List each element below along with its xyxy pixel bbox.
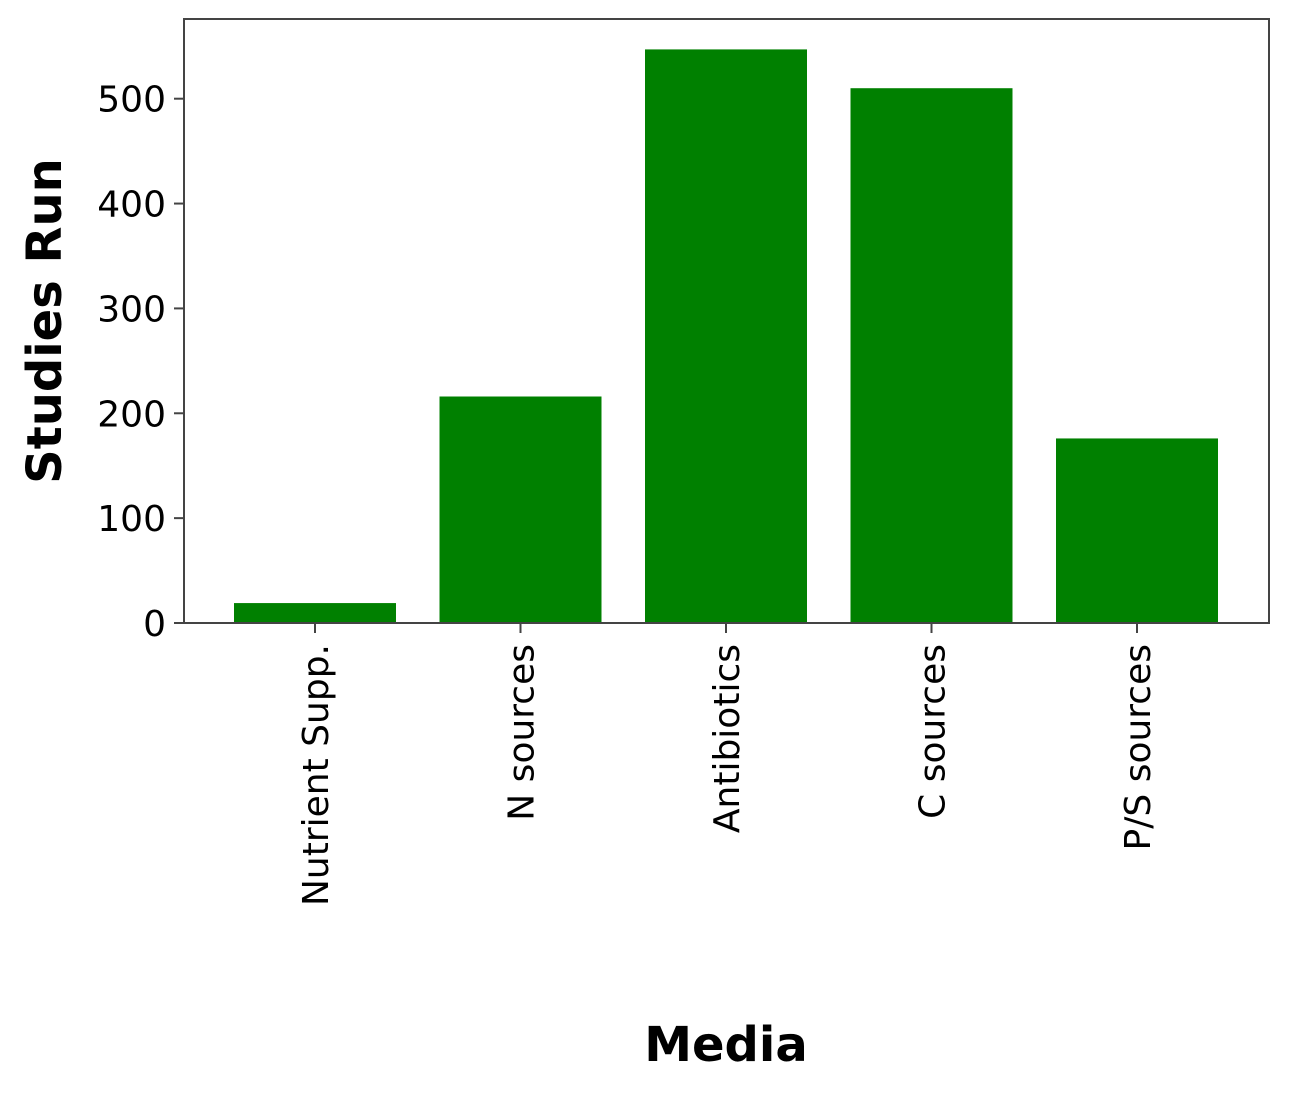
bar-2 [645, 49, 807, 623]
y-tick-label-3: 300 [97, 289, 166, 330]
y-tick-label-2: 200 [97, 394, 166, 435]
y-axis: 0 100 200 300 400 500 [97, 80, 184, 645]
bar-0 [234, 603, 396, 623]
y-tick-label-0: 0 [143, 604, 166, 645]
x-tick-label-2: Antibiotics [707, 644, 748, 833]
x-tick-label-3: C sources [913, 644, 954, 819]
y-tick-label-4: 400 [97, 185, 166, 226]
x-axis: Nutrient Supp. N sources Antibiotics C sour… [296, 623, 1159, 906]
y-tick-label-5: 500 [97, 80, 166, 121]
y-axis-title: Studies Run [17, 158, 73, 484]
x-tick-label-4: P/S sources [1118, 644, 1159, 850]
x-tick-label-0: Nutrient Supp. [296, 644, 337, 906]
y-tick-label-1: 100 [97, 499, 166, 540]
bar-3 [850, 88, 1013, 624]
bars-group [234, 49, 1218, 624]
x-tick-label-1: N sources [502, 644, 543, 821]
bar-1 [439, 396, 602, 623]
bar-4 [1056, 438, 1218, 623]
x-axis-title: Media [644, 1017, 808, 1073]
